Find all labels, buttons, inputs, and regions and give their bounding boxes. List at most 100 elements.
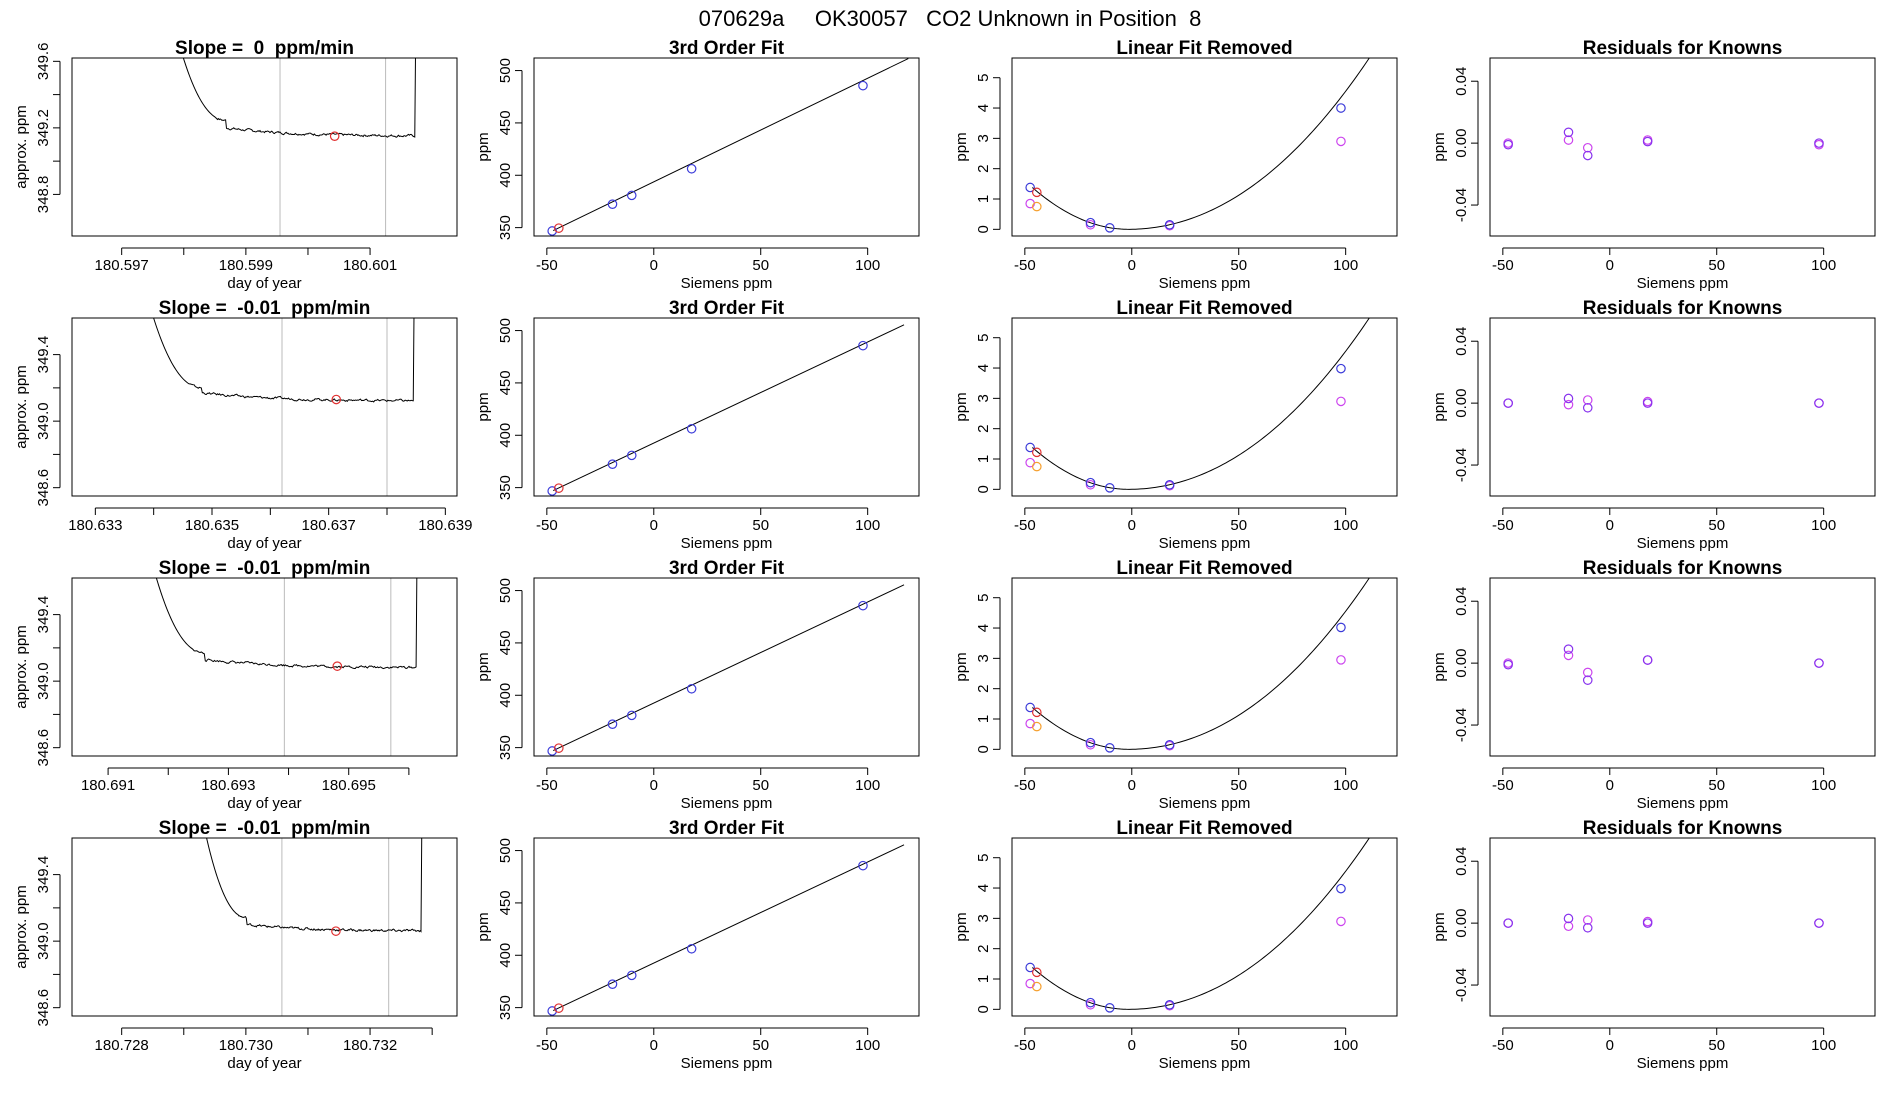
x-tick-label: 180.597: [95, 257, 149, 274]
y-tick-label: -0.04: [1453, 448, 1470, 482]
figure-suptitle: 070629a OK30057 CO2 Unknown in Position …: [699, 6, 1202, 31]
trace-line: [155, 578, 418, 670]
y-axis-label: ppm: [475, 912, 492, 941]
y-tick-label: 348.6: [35, 989, 52, 1027]
x-tick-label: 180.728: [95, 1037, 149, 1054]
y-tick-label: 0: [975, 1005, 992, 1013]
plot-area: [1503, 393, 1824, 413]
x-tick-label: 50: [1230, 517, 1247, 534]
residual-point: [1563, 913, 1574, 924]
panel-fit3-row-2: 3rd Order Fit -50 0 50 100 Siemens ppm 350 400 4…: [475, 298, 920, 552]
panel-trace-row-1: Slope = 0 ppm/min 180.597 180.599 180.601 da…: [13, 38, 458, 292]
y-tick-label: 0.04: [1453, 847, 1470, 876]
known-point: [1025, 702, 1035, 713]
known-point: [1336, 622, 1346, 633]
x-tick-label: 180.693: [201, 777, 255, 794]
x-tick-label: -50: [536, 257, 558, 274]
x-tick-label: 100: [1333, 517, 1358, 534]
known-point: [626, 710, 637, 721]
y-tick-label: 349.0: [35, 922, 52, 960]
x-tick-label: 100: [1811, 517, 1836, 534]
y-tick-label: 400: [497, 943, 514, 968]
known-point: [547, 486, 557, 496]
plot-frame: [1011, 317, 1398, 497]
known-point: [1336, 883, 1346, 894]
panel-resid-row-2: Residuals for Knowns -50 0 50 100 Siemens ppm…: [1431, 298, 1876, 552]
plot-area: [1025, 578, 1370, 753]
unknown-point: [1032, 967, 1042, 978]
y-tick-label: 350: [497, 995, 514, 1020]
y-axis-label: ppm: [475, 392, 492, 421]
panel-resid-row-3: Residuals for Knowns -50 0 50 100 Siemens ppm…: [1431, 558, 1876, 812]
y-tick-label: 350: [497, 735, 514, 760]
residual-point: [1582, 402, 1593, 413]
magenta-point: [1336, 655, 1346, 665]
x-tick-label: -50: [536, 1037, 558, 1054]
x-tick-label: 100: [1333, 1037, 1358, 1054]
x-tick-label: 100: [855, 517, 880, 534]
panel-title: Slope = -0.01 ppm/min: [159, 298, 371, 319]
panel-title: Slope = 0 ppm/min: [175, 38, 354, 59]
y-tick-label: 349.2: [35, 109, 52, 147]
y-axis-label: ppm: [953, 912, 970, 941]
x-tick-label: -50: [1492, 1037, 1514, 1054]
plot-area: [547, 324, 905, 496]
known-point: [1085, 737, 1096, 748]
panel-title: Linear Fit Removed: [1116, 818, 1292, 839]
known-point: [686, 423, 697, 434]
orange-point: [1032, 981, 1042, 992]
known-point: [1104, 223, 1115, 233]
y-tick-label: 400: [497, 683, 514, 708]
x-tick-label: 100: [1811, 1037, 1836, 1054]
x-tick-label: 180.601: [343, 257, 397, 274]
x-tick-label: 180.633: [68, 517, 122, 534]
y-tick-label: 0.00: [1453, 129, 1470, 158]
x-tick-label: 0: [650, 517, 658, 534]
x-tick-label: 0: [1128, 777, 1136, 794]
y-tick-label: 450: [497, 630, 514, 655]
residual-magenta-point: [1563, 650, 1574, 661]
x-tick-label: 180.730: [219, 1037, 273, 1054]
plot-area: [153, 318, 415, 496]
plot-frame: [1489, 577, 1876, 757]
known-point: [547, 1006, 557, 1016]
known-point: [858, 600, 868, 611]
residual-point: [1814, 658, 1824, 668]
plot-frame: [1011, 837, 1398, 1017]
x-tick-label: 50: [1230, 777, 1247, 794]
y-tick-label: 1: [975, 715, 992, 723]
fit-curve: [1031, 578, 1370, 750]
x-tick-label: 0: [650, 257, 658, 274]
panel-linrem-row-1: Linear Fit Removed -50 0 50 100 Siemens ppm 0 1…: [953, 38, 1398, 292]
x-tick-label: 100: [1333, 777, 1358, 794]
x-tick-label: 100: [1333, 257, 1358, 274]
magenta-point: [1336, 396, 1346, 407]
x-tick-label: 100: [1811, 257, 1836, 274]
y-axis-label: approx. ppm: [13, 885, 30, 968]
known-point: [858, 860, 868, 871]
y-tick-label: 349.6: [35, 43, 52, 81]
y-axis-label: approx. ppm: [13, 625, 30, 708]
y-tick-label: 2: [975, 165, 992, 173]
x-tick-label: 0: [1128, 257, 1136, 274]
x-tick-label: 50: [1230, 257, 1247, 274]
x-tick-label: 0: [1606, 257, 1614, 274]
residual-point: [1563, 127, 1574, 138]
residual-point: [1582, 922, 1593, 933]
trace-line: [153, 318, 415, 403]
x-tick-label: 180.599: [219, 257, 273, 274]
panel-trace-row-3: Slope = -0.01 ppm/min 180.691 180.693 180.6…: [13, 558, 458, 812]
y-tick-label: 350: [497, 215, 514, 240]
fit-line: [553, 58, 909, 232]
y-axis-label: approx. ppm: [13, 365, 30, 448]
fit-line: [553, 844, 905, 1012]
x-tick-label: 0: [1606, 1037, 1614, 1054]
y-axis-label: ppm: [475, 132, 492, 161]
known-point: [626, 970, 637, 981]
x-tick-label: -50: [536, 777, 558, 794]
plot-frame: [71, 317, 458, 497]
unknown-point: [1032, 707, 1042, 718]
panel-title: Residuals for Knowns: [1583, 818, 1783, 839]
plot-area: [1503, 644, 1824, 685]
unknown-point: [554, 223, 564, 233]
